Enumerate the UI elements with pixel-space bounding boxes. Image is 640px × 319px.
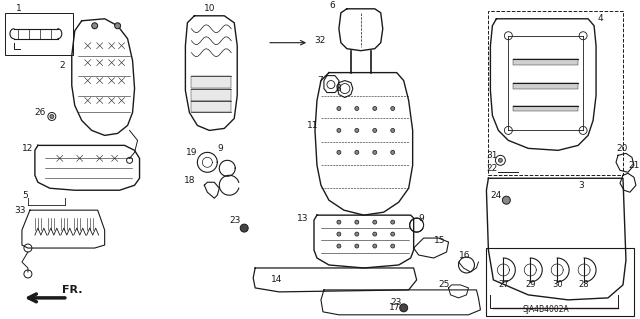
- Circle shape: [355, 107, 359, 110]
- Text: 27: 27: [498, 280, 509, 289]
- Bar: [513, 83, 578, 89]
- Text: 26: 26: [34, 108, 45, 117]
- Text: 1: 1: [16, 4, 22, 13]
- Circle shape: [355, 150, 359, 154]
- Text: 24: 24: [490, 191, 502, 200]
- Text: SJA4B4002A: SJA4B4002A: [523, 305, 570, 314]
- Text: 9: 9: [218, 144, 223, 153]
- Circle shape: [337, 107, 341, 110]
- Bar: [513, 106, 578, 111]
- Circle shape: [337, 232, 341, 236]
- Text: 11: 11: [307, 121, 319, 130]
- Circle shape: [50, 115, 54, 118]
- Text: 10: 10: [204, 4, 216, 13]
- Text: 8: 8: [335, 84, 340, 93]
- Text: 14: 14: [271, 275, 282, 285]
- Circle shape: [355, 220, 359, 224]
- Text: 4: 4: [598, 14, 604, 23]
- Circle shape: [92, 23, 98, 29]
- Circle shape: [355, 232, 359, 236]
- Bar: [513, 59, 578, 65]
- Circle shape: [372, 107, 377, 110]
- Text: 16: 16: [458, 250, 470, 260]
- Bar: [191, 76, 231, 87]
- Text: 22: 22: [486, 164, 498, 173]
- Circle shape: [391, 244, 395, 248]
- Text: 6: 6: [329, 1, 335, 10]
- Circle shape: [391, 220, 395, 224]
- Circle shape: [400, 304, 408, 312]
- Text: 20: 20: [616, 144, 627, 153]
- Text: 29: 29: [525, 280, 536, 289]
- Text: 17: 17: [388, 303, 400, 312]
- Bar: [486, 248, 634, 316]
- Circle shape: [337, 220, 341, 224]
- Circle shape: [372, 244, 377, 248]
- Bar: [191, 100, 231, 113]
- Circle shape: [337, 150, 341, 154]
- Bar: [191, 89, 231, 100]
- Text: 32: 32: [314, 36, 325, 45]
- Text: 23: 23: [391, 298, 402, 308]
- Text: 19: 19: [186, 148, 198, 157]
- Text: 23: 23: [229, 216, 241, 225]
- Circle shape: [337, 244, 341, 248]
- Circle shape: [391, 129, 395, 132]
- Text: 31: 31: [486, 151, 498, 160]
- Bar: [488, 11, 623, 175]
- Circle shape: [337, 129, 341, 132]
- Text: 5: 5: [22, 191, 28, 200]
- Circle shape: [372, 220, 377, 224]
- Text: 18: 18: [184, 176, 196, 185]
- Circle shape: [115, 23, 120, 29]
- Circle shape: [499, 158, 502, 162]
- Text: FR.: FR.: [62, 285, 83, 295]
- Text: 25: 25: [438, 280, 450, 289]
- Circle shape: [502, 196, 510, 204]
- Circle shape: [391, 150, 395, 154]
- Text: 21: 21: [628, 161, 639, 170]
- Text: 15: 15: [433, 235, 445, 245]
- Text: 7: 7: [317, 76, 323, 85]
- Circle shape: [372, 129, 377, 132]
- Text: 9: 9: [419, 214, 424, 223]
- Circle shape: [372, 150, 377, 154]
- Text: 28: 28: [579, 280, 589, 289]
- Text: 30: 30: [552, 280, 563, 289]
- Circle shape: [391, 232, 395, 236]
- Text: 33: 33: [14, 206, 26, 215]
- Text: 3: 3: [578, 181, 584, 190]
- Circle shape: [240, 224, 248, 232]
- Text: 2: 2: [60, 61, 65, 70]
- Text: 13: 13: [297, 214, 308, 223]
- Circle shape: [355, 244, 359, 248]
- Text: 12: 12: [22, 144, 33, 153]
- Circle shape: [355, 129, 359, 132]
- Circle shape: [372, 232, 377, 236]
- Bar: [5, 13, 73, 55]
- Circle shape: [391, 107, 395, 110]
